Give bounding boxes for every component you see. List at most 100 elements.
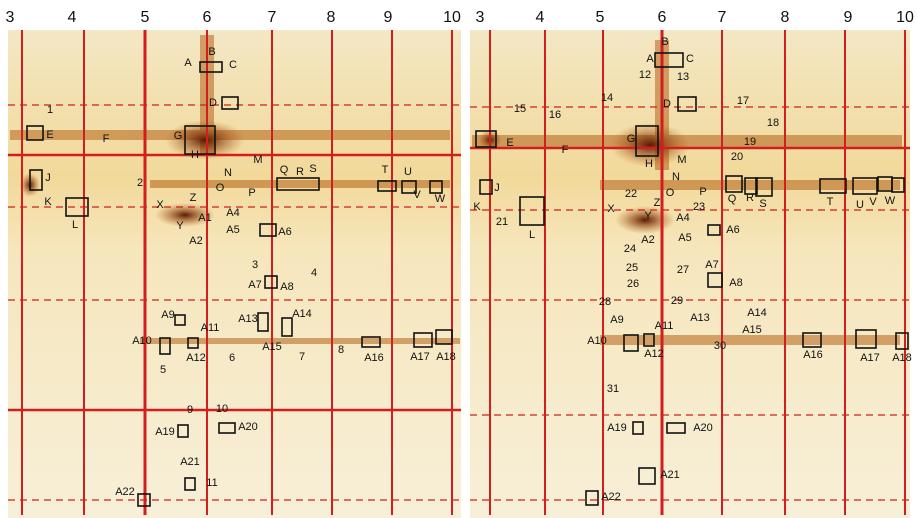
spot-label: 8	[338, 344, 344, 356]
spot-label: A14	[292, 308, 312, 320]
spot-label: 27	[677, 264, 689, 276]
spot-label: K	[44, 196, 52, 208]
spot-label: A16	[364, 352, 384, 364]
spot-label: S	[309, 163, 316, 175]
spot-label: J	[45, 172, 51, 184]
spot-label: V	[413, 189, 421, 201]
ph-label: 9	[384, 9, 393, 26]
spot-label: 14	[601, 92, 613, 104]
spot-label: 21	[496, 216, 508, 228]
spot-label: A8	[280, 281, 293, 293]
spot-label: 4	[311, 267, 317, 279]
spot-label: H	[645, 158, 653, 170]
ph-label: 5	[596, 9, 605, 26]
spot-label: P	[248, 187, 255, 199]
ph-label: 3	[6, 9, 15, 26]
spot-label: J	[494, 182, 500, 194]
spot-label: A18	[892, 352, 912, 364]
spot-label: 25	[626, 262, 638, 274]
spot-label: W	[435, 193, 446, 205]
spot-label: H	[191, 149, 199, 161]
spot-label: B	[208, 46, 215, 58]
spot-label: A9	[161, 309, 174, 321]
spot-label: 28	[599, 296, 611, 308]
ph-label: 7	[268, 9, 277, 26]
spot-label: 29	[671, 295, 683, 307]
spot-label: A8	[729, 277, 742, 289]
spot-label: D	[209, 97, 217, 109]
spot-label: A4	[226, 207, 239, 219]
spot-label: A14	[747, 307, 767, 319]
spot-label: R	[746, 192, 754, 204]
ph-label: 10	[443, 9, 461, 26]
spot-label: A21	[180, 456, 200, 468]
spot-label: N	[224, 167, 232, 179]
spot-label: 15	[514, 103, 526, 115]
spot-label: G	[627, 133, 636, 145]
spot-label: 30	[714, 340, 726, 352]
spot-label: 17	[737, 95, 749, 107]
spot-label: 23	[693, 201, 705, 213]
spot-label: R	[296, 166, 304, 178]
ph-label: 6	[658, 9, 667, 26]
spot-label: V	[869, 196, 877, 208]
spot-label: 3	[252, 259, 258, 271]
spot-label: U	[856, 199, 864, 211]
spot-label: A7	[248, 279, 261, 291]
spot-label: E	[506, 137, 513, 149]
spot-label: 20	[731, 151, 743, 163]
spot-label: A	[184, 57, 192, 69]
ph-label: 10	[896, 9, 914, 26]
spot-label: Q	[280, 164, 289, 176]
spot-label: 10	[216, 403, 228, 415]
ph-label: 8	[781, 9, 790, 26]
spot-label: A11	[201, 322, 220, 334]
spot-label: G	[174, 130, 183, 142]
spot-label: A13	[238, 313, 258, 325]
spot-label: A11	[655, 320, 674, 332]
spot-label: M	[253, 154, 262, 166]
spot-label: A6	[278, 226, 291, 238]
ph-label: 9	[844, 9, 853, 26]
spot-label: A18	[436, 351, 456, 363]
spot-label: C	[229, 59, 237, 71]
spot-label: 12	[639, 69, 651, 81]
spot-label: A20	[693, 422, 713, 434]
spot-label: S	[759, 198, 766, 210]
spot-label: A6	[726, 224, 739, 236]
spot-label: A12	[644, 348, 664, 360]
gel-left	[8, 30, 461, 518]
spot-label: 11	[206, 477, 217, 489]
ph-label: 8	[327, 9, 336, 26]
ph-label: 4	[68, 9, 77, 26]
spot-label: B	[661, 36, 668, 48]
spot-label: A17	[860, 352, 880, 364]
spot-label: A	[646, 53, 654, 65]
ph-label: 3	[476, 9, 485, 26]
spot-label: A19	[155, 426, 175, 438]
spot-label: A15	[262, 341, 282, 353]
spot-label: A12	[186, 352, 206, 364]
ph-label: 7	[718, 9, 727, 26]
spot-label: E	[46, 129, 53, 141]
spot-label: A7	[705, 259, 718, 271]
spot-label: Z	[654, 197, 661, 209]
spot-label: A1	[198, 212, 211, 224]
spot-label: 2	[137, 177, 143, 189]
spot-label: A15	[742, 324, 762, 336]
spot-label: 16	[549, 109, 561, 121]
spot-label: X	[156, 199, 164, 211]
spot-label: Y	[644, 210, 652, 222]
spot-label: 31	[607, 383, 619, 395]
spot-label: 13	[677, 71, 689, 83]
spot-label: A4	[676, 212, 689, 224]
spot-label: U	[404, 166, 412, 178]
spot-label: 24	[624, 243, 636, 255]
spot-label: N	[672, 171, 680, 183]
spot-label: A22	[601, 491, 621, 503]
spot-label: X	[607, 203, 615, 215]
gel-figure: 345678910345678910BACD1EFGHMNQRSTUOPJKL2…	[0, 0, 917, 518]
spot-label: A2	[641, 234, 654, 246]
spot-label: L	[72, 219, 78, 231]
spot-label: W	[885, 195, 896, 207]
